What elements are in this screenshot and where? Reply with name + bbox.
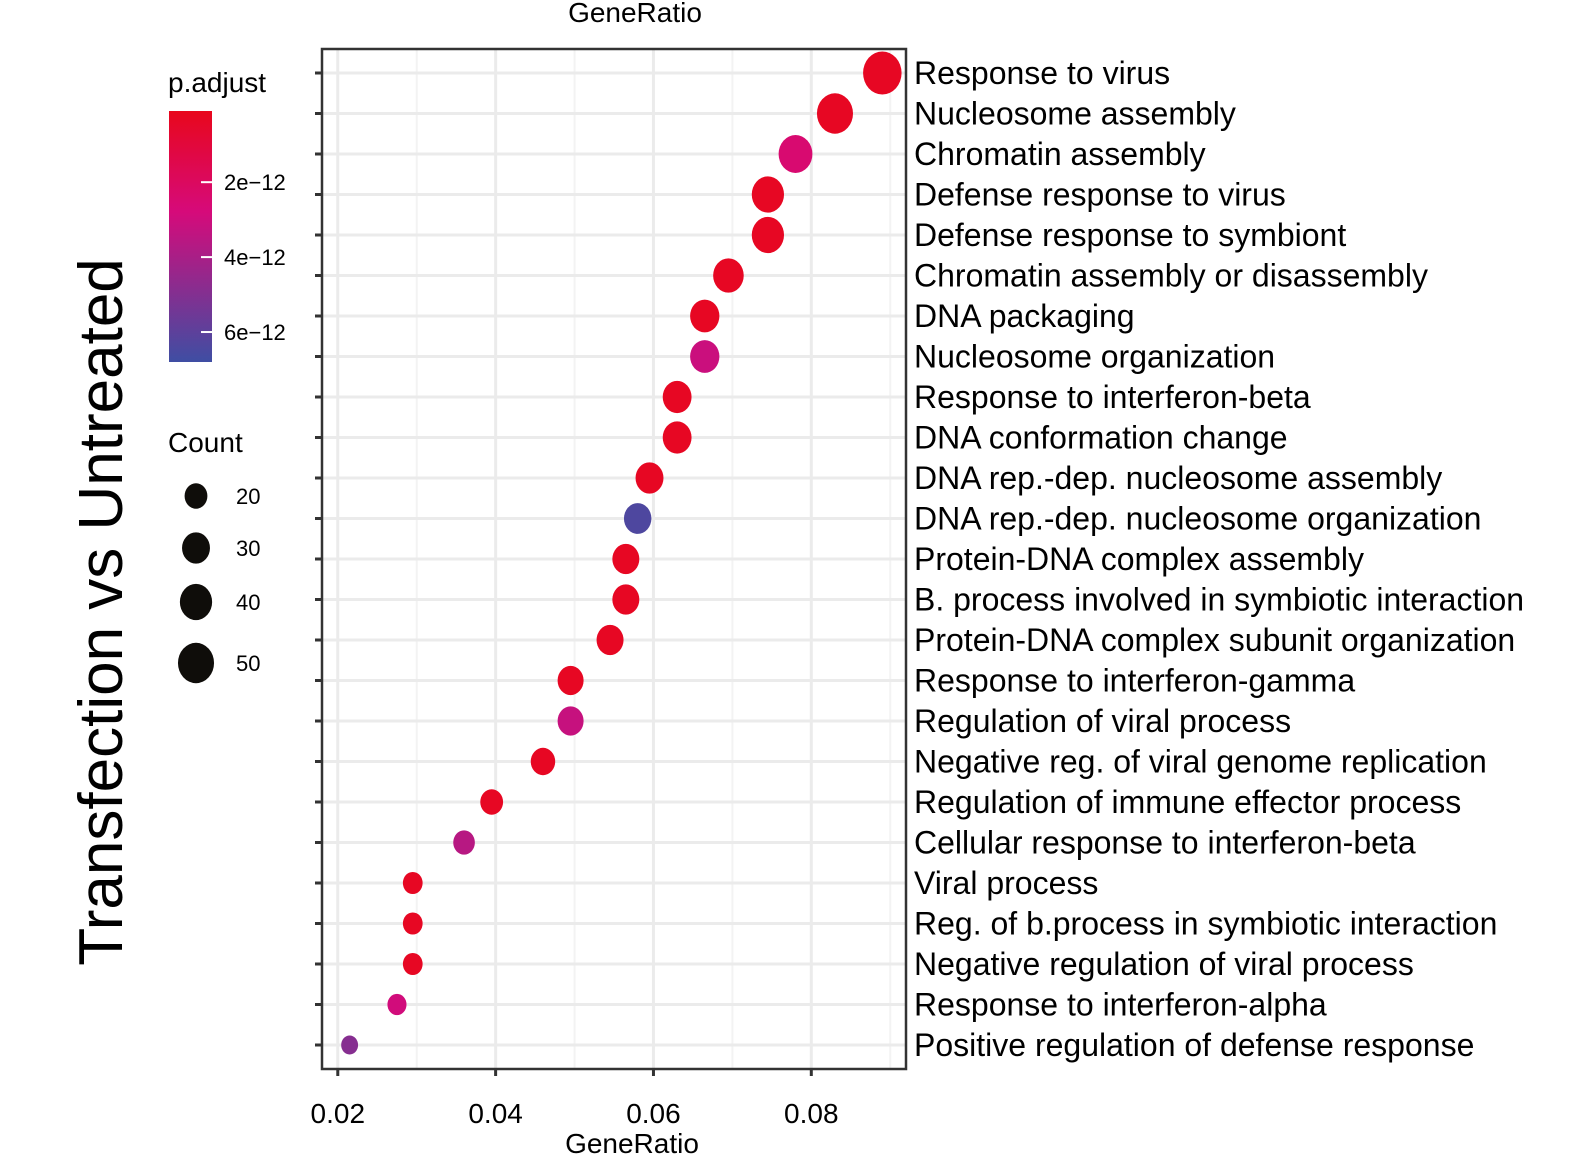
category-label: Nucleosome organization [914,339,1275,375]
category-label: Regulation of viral process [914,703,1291,739]
data-point [863,51,902,95]
category-label: Response to virus [914,55,1170,91]
size-legend-label: 20 [236,484,260,509]
category-labels: Response to virus Nucleosome assembly Chro… [914,55,1524,1063]
data-point [341,1035,359,1055]
color-legend-bar [169,111,212,362]
data-points [341,51,902,1055]
color-legend-tick-label: 4e−12 [224,245,286,270]
data-point [402,952,423,976]
x-tick-label: 0.06 [626,1098,681,1129]
size-legend-label: 40 [236,590,260,615]
data-point [662,380,692,414]
size-legend-dot [177,642,215,684]
category-label: Response to interferon-alpha [914,987,1327,1023]
category-label: Response to interferon-gamma [914,663,1355,699]
color-legend-tick-label: 2e−12 [224,170,286,195]
data-point [530,747,556,776]
category-label: DNA rep.-dep. nucleosome organization [914,501,1481,537]
category-label: Protein-DNA complex subunit organization [914,622,1515,658]
category-label: Cellular response to interferon-beta [914,825,1416,861]
category-label: Protein-DNA complex assembly [914,541,1364,577]
category-label: DNA packaging [914,298,1135,334]
data-point [713,258,744,293]
category-label: Reg. of b.process in symbiotic interacti… [914,906,1497,942]
data-point [557,665,584,696]
data-point [751,176,785,213]
data-point [612,543,640,575]
data-point [402,871,423,895]
data-point [612,584,640,615]
category-label: DNA rep.-dep. nucleosome assembly [914,460,1442,496]
data-point [690,299,720,333]
category-label: Positive regulation of defense response [914,1027,1474,1063]
category-label: Defense response to symbiont [914,217,1346,253]
x-axis-title-top: GeneRatio [568,0,702,28]
x-tick-label: 0.04 [468,1098,523,1129]
data-point [662,421,692,454]
data-point [596,624,624,656]
color-legend-ticks: 2e−12 4e−12 6e−12 [201,170,286,345]
category-label: DNA conformation change [914,420,1288,456]
data-point [623,503,652,534]
size-legend-label: 50 [236,651,260,676]
size-legend-dot [179,583,213,621]
category-label: B. process involved in symbiotic interac… [914,582,1524,618]
grid [322,49,906,1069]
category-label: Negative reg. of viral genome replicatio… [914,744,1487,780]
data-point [480,789,504,815]
size-legend-label: 30 [236,536,260,561]
data-point [751,216,785,254]
size-legend-items: 20 30 40 50 [177,483,260,684]
data-point [402,912,423,935]
category-label: Viral process [914,865,1098,901]
size-legend-title: Count [168,427,243,458]
data-point [690,340,720,373]
color-legend-title: p.adjust [168,67,266,98]
data-point [635,462,664,494]
data-point [453,830,475,855]
x-axis: 0.02 0.04 0.06 0.08 [311,1069,839,1129]
category-label: Chromatin assembly or disassembly [914,258,1428,294]
x-tick-label: 0.08 [784,1098,839,1129]
data-point [557,706,584,736]
size-legend-dot [182,532,210,564]
x-tick-label: 0.02 [311,1098,366,1129]
chart-title: Transfection vs Untreated [67,258,136,966]
y-axis-ticks [315,71,322,1047]
category-label: Chromatin assembly [914,136,1206,172]
category-label: Response to interferon-beta [914,379,1311,415]
category-label: Defense response to virus [914,177,1286,213]
color-legend-tick-label: 6e−12 [224,320,286,345]
category-label: Regulation of immune effector process [914,784,1461,820]
category-label: Negative regulation of viral process [914,946,1414,982]
data-point [778,135,813,173]
data-point [387,993,407,1016]
size-legend-dot [184,483,208,509]
category-label: Nucleosome assembly [914,96,1236,132]
x-axis-title: GeneRatio [565,1128,699,1157]
data-point [816,93,854,134]
